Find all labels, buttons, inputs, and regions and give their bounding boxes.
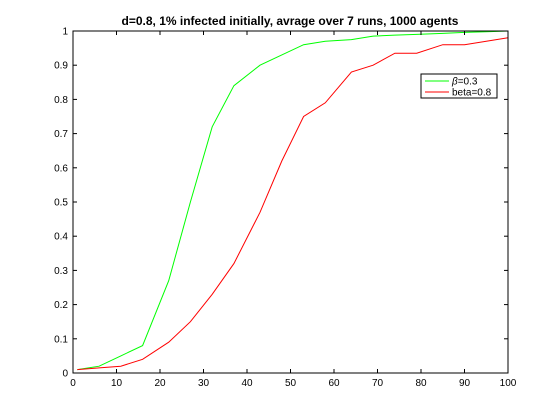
y-tick-label: 0.7 <box>54 129 68 140</box>
y-tick-label: 0.8 <box>54 95 68 106</box>
x-tick-label: 70 <box>372 378 384 389</box>
legend-label-0: β=0.3 <box>451 77 478 88</box>
x-tick-label: 10 <box>111 378 123 389</box>
x-tick-label: 20 <box>154 378 166 389</box>
x-tick-label: 50 <box>285 378 297 389</box>
chart-title: d=0.8, 1% infected initially, avrage ove… <box>122 14 459 28</box>
x-tick-label: 40 <box>241 378 253 389</box>
legend-label-1: beta=0.8 <box>452 88 492 99</box>
x-tick-label: 30 <box>198 378 210 389</box>
y-tick-label: 1 <box>62 27 68 38</box>
y-tick-label: 0.6 <box>54 163 68 174</box>
x-tick-label: 60 <box>328 378 340 389</box>
y-tick-label: 0.5 <box>54 198 68 209</box>
x-tick-label: 90 <box>459 378 471 389</box>
y-tick-label: 0.3 <box>54 266 68 277</box>
y-tick-label: 0 <box>62 369 68 380</box>
y-tick-label: 0.4 <box>54 232 68 243</box>
x-tick-label: 100 <box>500 378 517 389</box>
y-tick-label: 0.1 <box>54 334 68 345</box>
x-tick-label: 0 <box>70 378 76 389</box>
y-tick-label: 0.9 <box>54 61 68 72</box>
x-tick-label: 80 <box>415 378 427 389</box>
y-tick-label: 0.2 <box>54 300 68 311</box>
